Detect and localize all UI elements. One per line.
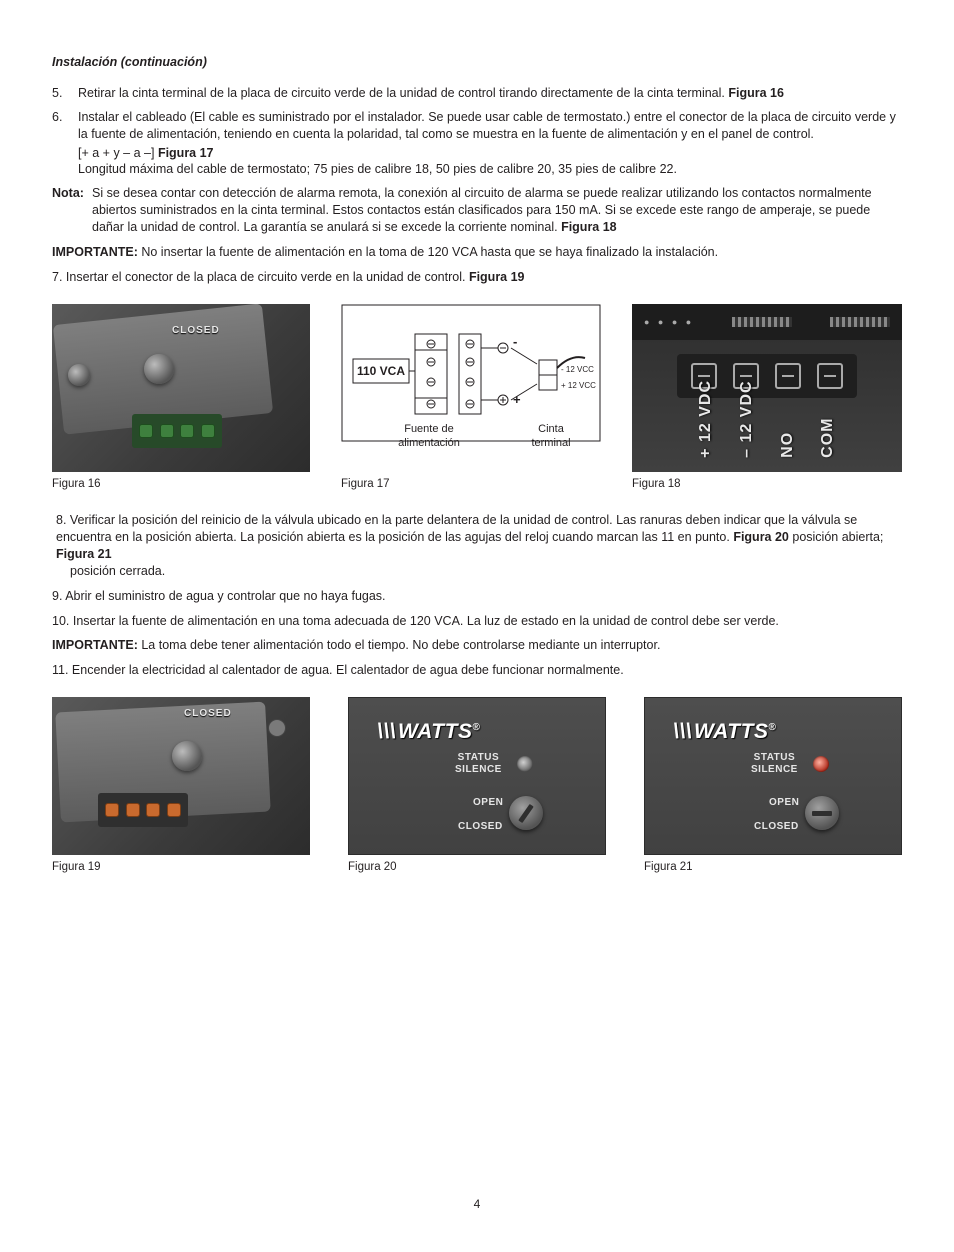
step-num: 6. [52, 109, 78, 179]
fig-ref: Figura 18 [561, 220, 617, 234]
figure-18: ● ● ● ● + 12 VDC – 12 VDC NO COM Figura … [632, 304, 902, 493]
figure-16: CLOSED Figura 16 [52, 304, 310, 493]
status-silence-label: STATUSSILENCE [751, 752, 798, 775]
step-11: 11. Encender la electricidad al calentad… [52, 662, 902, 679]
note-row: Nota: Si se desea contar con detección d… [52, 185, 902, 236]
important-label: IMPORTANTE: [52, 638, 138, 652]
formula: [+ a + y – a –] [78, 146, 154, 160]
fig-ref: Figura 21 [56, 547, 112, 561]
figure-caption: Figura 19 [52, 860, 310, 876]
term-label: NO [777, 380, 799, 458]
term-label: – 12 VDC [736, 380, 758, 458]
valve-dial[interactable] [509, 796, 543, 830]
vca-label: 110 VCA [357, 364, 405, 378]
closed-label: CLOSED [184, 707, 232, 721]
step7-text: 7. Insertar el conector de la placa de c… [52, 270, 465, 284]
figure-caption: Figura 17 [341, 477, 601, 493]
note-body: Si se desea contar con detección de alar… [92, 185, 902, 236]
brand-logo: \\\WATTS® [673, 718, 776, 747]
term-label: COM [817, 380, 839, 458]
step-num: 5. [52, 85, 78, 102]
important2-text: La toma debe tener alimentación todo el … [141, 638, 660, 652]
step8-mid: posición abierta; [789, 530, 884, 544]
fig19-photo: CLOSED [52, 697, 310, 855]
important-1: IMPORTANTE: No insertar la fuente de ali… [52, 244, 902, 261]
open-label: OPEN [769, 796, 799, 810]
step-body: Instalar el cableado (El cable es sumini… [78, 109, 902, 179]
closed-label: CLOSED [754, 820, 799, 834]
fig-ref: Figura 19 [469, 270, 525, 284]
open-label: OPEN [473, 796, 503, 810]
section-title: Instalación (continuación) [52, 54, 902, 71]
fig-ref: Figura 20 [733, 530, 789, 544]
important-2: IMPORTANTE: La toma debe tener alimentac… [52, 637, 902, 654]
figure-row-2: CLOSED Figura 19 \\\WATTS® STATUSSILENCE… [52, 697, 902, 876]
step-text: Retirar la cinta terminal de la placa de… [78, 86, 725, 100]
steps-list-a: 5. Retirar la cinta terminal de la placa… [52, 85, 902, 178]
step-7: 7. Insertar el conector de la placa de c… [52, 269, 902, 286]
step-subline: Longitud máxima del cable de termostato;… [78, 161, 902, 178]
status-led[interactable] [517, 756, 533, 772]
important-label: IMPORTANTE: [52, 245, 138, 259]
step-body: Retirar la cinta terminal de la placa de… [78, 85, 902, 102]
note-label: Nota: [52, 185, 92, 236]
closed-label: CLOSED [172, 324, 220, 338]
fig16-photo: CLOSED [52, 304, 310, 472]
fig-ref: Figura 17 [158, 146, 214, 160]
step-text: Instalar el cableado (El cable es sumini… [78, 110, 896, 141]
status-led[interactable] [813, 756, 829, 772]
important-text: No insertar la fuente de alimentación en… [141, 245, 718, 259]
step8-tail: posición cerrada. [70, 563, 165, 580]
term-label: + 12 VDC [695, 380, 717, 458]
figure-caption: Figura 18 [632, 477, 902, 493]
svg-text:-: - [513, 334, 517, 349]
note-text: Si se desea contar con detección de alar… [92, 186, 872, 234]
svg-text:- 12 VCC: - 12 VCC [561, 365, 594, 374]
closed-label: CLOSED [458, 820, 503, 834]
figure-21: \\\WATTS® STATUSSILENCE OPEN CLOSED Figu… [644, 697, 902, 876]
figure-caption: Figura 21 [644, 860, 902, 876]
figure-19: CLOSED Figura 19 [52, 697, 310, 876]
strip-caption: Cinta terminal [521, 422, 581, 452]
panel-closed: \\\WATTS® STATUSSILENCE OPEN CLOSED [644, 697, 902, 855]
brand-logo: \\\WATTS® [377, 718, 480, 747]
status-silence-label: STATUSSILENCE [455, 752, 502, 775]
page-number: 4 [52, 1196, 902, 1212]
figure-20: \\\WATTS® STATUSSILENCE OPEN CLOSED Figu… [348, 697, 606, 876]
step-9: 9. Abrir el suministro de agua y control… [52, 588, 902, 605]
valve-dial[interactable] [805, 796, 839, 830]
psu-caption: Fuente de alimentación [389, 422, 469, 452]
figure-caption: Figura 16 [52, 477, 310, 493]
figure-caption: Figura 20 [348, 860, 606, 876]
step-10: 10. Insertar la fuente de alimentación e… [52, 613, 902, 630]
figure-row-1: CLOSED Figura 16 110 VCA [52, 304, 902, 493]
step-8: 8. Verificar la posición del reinicio de… [56, 512, 902, 580]
wiring-diagram: 110 VCA [341, 304, 601, 472]
figure-17: 110 VCA [341, 304, 601, 493]
svg-text:+ 12 VCC: + 12 VCC [561, 381, 596, 390]
fig-ref: Figura 16 [728, 86, 784, 100]
fig18-photo: ● ● ● ● + 12 VDC – 12 VDC NO COM [632, 304, 902, 472]
panel-open: \\\WATTS® STATUSSILENCE OPEN CLOSED [348, 697, 606, 855]
